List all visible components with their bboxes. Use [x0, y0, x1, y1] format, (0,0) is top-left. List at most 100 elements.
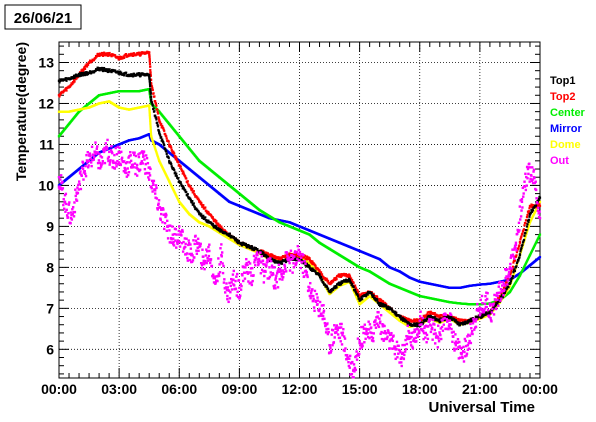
- series-marker: [252, 248, 256, 252]
- series-marker: [156, 156, 160, 159]
- series-marker: [149, 121, 152, 124]
- series-marker: [357, 299, 360, 302]
- series-marker: [325, 285, 329, 289]
- series-marker: [358, 293, 361, 296]
- series-marker: [155, 152, 158, 155]
- series-marker: [148, 56, 151, 59]
- series-marker: [350, 277, 353, 280]
- data-point: [508, 284, 512, 287]
- series-marker: [148, 118, 152, 121]
- data-point: [288, 225, 291, 228]
- series-marker: [525, 216, 529, 219]
- x-axis-ticks: 00:00 03:00 06:00 09:00 12:00 15:00 18:00 21:00…: [41, 42, 558, 397]
- series-marker: [175, 158, 178, 161]
- data-point: [188, 212, 191, 216]
- series-marker: [149, 88, 152, 91]
- data-point: [57, 94, 61, 97]
- series-marker: [524, 235, 527, 239]
- series-marker: [201, 216, 204, 219]
- series-marker: [333, 285, 336, 288]
- series-marker: [219, 226, 222, 229]
- data-point: [398, 319, 401, 322]
- data-point: [538, 233, 542, 236]
- data-point: [198, 200, 201, 203]
- series-marker: [149, 72, 152, 75]
- series-marker: [156, 125, 160, 128]
- data-point: [438, 284, 441, 287]
- series-marker: [335, 278, 338, 281]
- series-marker: [149, 65, 152, 68]
- series-marker: [322, 281, 325, 285]
- series-marker: [204, 206, 207, 209]
- y-tick-label: 9: [46, 218, 54, 234]
- series-marker: [132, 75, 135, 78]
- series-marker: [148, 113, 151, 116]
- series-marker: [167, 156, 170, 159]
- series-marker: [211, 222, 214, 226]
- series-marker: [200, 213, 203, 216]
- data-point: [338, 274, 341, 277]
- series-marker: [266, 252, 270, 255]
- series-marker: [132, 54, 135, 57]
- series-marker: [510, 269, 513, 272]
- series-marker: [454, 316, 457, 319]
- data-point: [378, 276, 381, 279]
- series-marker: [203, 217, 206, 220]
- data-point: [538, 200, 542, 203]
- series-marker: [148, 60, 151, 63]
- series-marker: [354, 284, 357, 287]
- series-marker: [256, 248, 259, 251]
- x-tick-label: 18:00: [402, 381, 438, 397]
- series-marker: [366, 293, 369, 296]
- series-marker: [338, 281, 342, 284]
- series-marker: [94, 56, 97, 60]
- data-point: [468, 284, 471, 287]
- data-point: [158, 118, 161, 121]
- series-marker: [514, 255, 518, 258]
- series-marker: [154, 114, 157, 117]
- series-marker: [186, 193, 189, 196]
- series-marker: [217, 222, 220, 225]
- series-marker: [355, 291, 358, 294]
- y-tick-label: 10: [38, 177, 54, 193]
- series-marker: [455, 317, 458, 321]
- series-marker: [73, 80, 76, 83]
- series-marker: [167, 140, 170, 143]
- series-marker: [102, 51, 106, 54]
- data-point: [178, 163, 181, 167]
- series-marker: [357, 300, 360, 304]
- series-marker: [148, 110, 151, 113]
- series-marker: [354, 293, 357, 296]
- data-point: [378, 258, 381, 261]
- series-marker: [312, 262, 315, 265]
- series-marker: [157, 117, 160, 120]
- data-point: [228, 237, 231, 240]
- data-point: [298, 229, 301, 232]
- data-point: [388, 266, 391, 269]
- series-marker: [186, 180, 189, 183]
- data-point: [138, 53, 141, 56]
- series-marker: [227, 234, 230, 237]
- series-marker: [215, 225, 218, 228]
- series-marker: [527, 211, 530, 215]
- series-marker: [319, 271, 323, 274]
- series-marker: [170, 148, 173, 152]
- series-marker: [151, 104, 154, 107]
- series-marker: [150, 101, 154, 104]
- series-marker: [140, 52, 143, 55]
- series-marker: [133, 72, 136, 75]
- series-marker: [524, 222, 527, 225]
- series-marker: [522, 242, 525, 245]
- series-marker: [180, 167, 183, 171]
- series-marker: [335, 286, 338, 289]
- series-marker: [148, 54, 151, 57]
- data-point: [468, 303, 471, 306]
- series-marker: [92, 58, 96, 61]
- series-marker: [284, 260, 288, 264]
- data-point: [458, 302, 461, 305]
- data-point: [148, 133, 151, 136]
- series-marker: [353, 291, 356, 295]
- data-point: [408, 319, 411, 322]
- series-marker: [152, 141, 155, 144]
- series-marker: [177, 161, 180, 164]
